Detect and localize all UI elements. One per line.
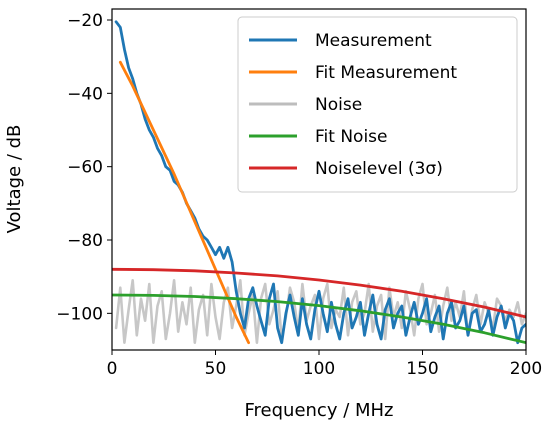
y-axis-ticks: −20 −40 −60 −80 −100	[56, 11, 112, 324]
x-tick-label: 50	[205, 359, 227, 379]
legend-label-fit-noise: Fit Noise	[315, 127, 388, 147]
series-line-noise	[114, 278, 526, 345]
x-axis-label: Frequency / MHz	[244, 400, 393, 421]
x-tick-label: 0	[107, 359, 118, 379]
x-tick-label: 100	[303, 359, 335, 379]
x-tick-label: 200	[510, 359, 542, 379]
y-tick-label: −100	[56, 304, 103, 324]
series-line-fit-noise	[112, 293, 526, 345]
series-line-fit-measurement	[118, 60, 251, 345]
legend-box	[237, 16, 518, 193]
y-axis-label: Voltage / dB	[4, 125, 25, 234]
y-tick-label: −80	[67, 231, 103, 251]
y-tick-label: −60	[67, 158, 103, 178]
y-tick-label: −20	[67, 11, 103, 31]
y-tick-label: −40	[67, 84, 103, 104]
legend-label-noise: Noise	[315, 95, 362, 115]
series-layer	[112, 20, 526, 345]
x-tick-label: 150	[406, 359, 438, 379]
legend: Measurement Fit Measurement Noise Fit Noise…	[237, 16, 518, 193]
series-line-noiselevel-3	[112, 267, 526, 319]
x-axis-ticks: 0 50 100 150 200	[107, 350, 542, 379]
legend-label-fit-measurement: Fit Measurement	[315, 63, 457, 83]
legend-label-noiselevel-3: Noiselevel (3σ)	[315, 159, 443, 179]
legend-label-measurement: Measurement	[315, 31, 432, 51]
